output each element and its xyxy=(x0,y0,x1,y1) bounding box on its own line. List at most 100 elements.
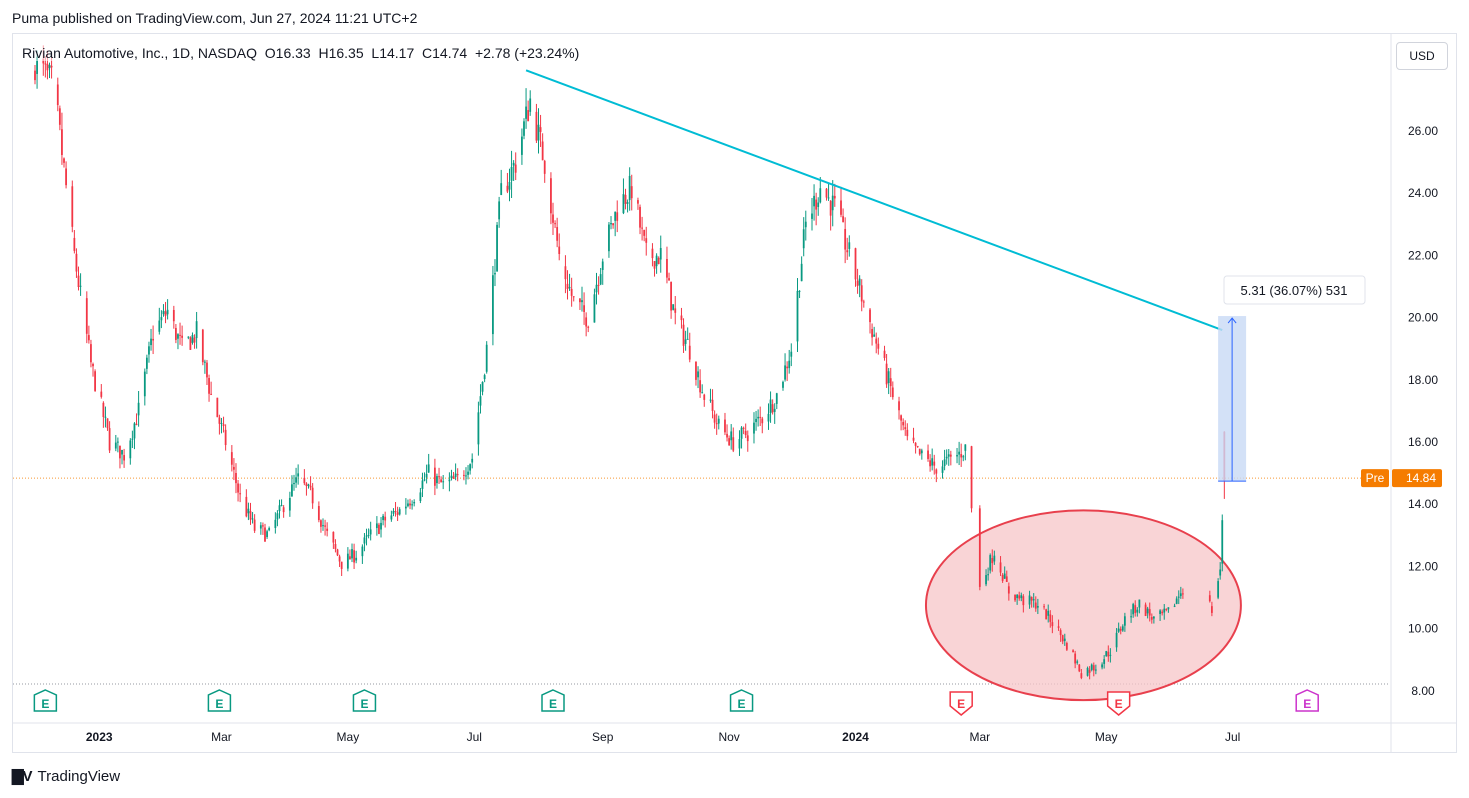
candle-body xyxy=(394,511,397,513)
candle-body xyxy=(172,309,175,322)
candle-body xyxy=(920,450,923,454)
earnings-icon: E xyxy=(957,697,965,711)
candle-body xyxy=(259,525,262,529)
candle-body xyxy=(510,166,513,181)
candle-body xyxy=(166,309,169,315)
earnings-marker[interactable]: E xyxy=(541,689,565,712)
candle-body xyxy=(771,404,774,413)
candle-body xyxy=(657,257,660,265)
candle-body xyxy=(353,550,355,563)
earnings-marker[interactable]: E xyxy=(729,689,754,712)
time-tick-label: Nov xyxy=(718,730,739,744)
candle-body xyxy=(583,305,585,312)
candle-body xyxy=(717,418,720,424)
time-tick-label: 2023 xyxy=(86,730,113,744)
earnings-marker[interactable]: E xyxy=(207,689,232,712)
candle-body xyxy=(469,464,472,471)
candle-body xyxy=(854,248,857,280)
candle-body xyxy=(309,485,312,488)
candle-body xyxy=(898,401,900,411)
legend-close: C14.74 xyxy=(422,45,468,61)
candle-body xyxy=(143,371,146,397)
candle-body xyxy=(759,416,762,418)
candle-body xyxy=(164,311,167,316)
candle-body xyxy=(608,224,610,252)
candle-body xyxy=(334,543,337,550)
candle-body xyxy=(784,365,786,380)
earnings-marker[interactable]: E xyxy=(1295,689,1319,712)
candle-body xyxy=(840,200,842,215)
candle-body xyxy=(177,334,179,339)
candle-body xyxy=(614,211,617,221)
candle-body xyxy=(450,475,453,479)
candle-body xyxy=(492,275,494,335)
candle-body xyxy=(1022,596,1025,606)
candle-body xyxy=(247,508,250,514)
candle-body xyxy=(235,472,237,484)
candle-body xyxy=(943,459,946,467)
candle-body xyxy=(1208,595,1211,602)
candle-body xyxy=(1138,599,1141,608)
candle-body xyxy=(918,448,921,455)
candle-body xyxy=(570,288,573,296)
candle-body xyxy=(349,556,351,560)
candle-body xyxy=(755,418,757,423)
candle-body xyxy=(753,422,755,434)
candle-body xyxy=(1159,610,1161,614)
candle-body xyxy=(145,357,148,369)
candle-body xyxy=(336,549,339,556)
candle-body xyxy=(833,195,836,199)
candle-body xyxy=(1014,594,1016,601)
candle-body xyxy=(224,429,227,446)
candle-body xyxy=(891,387,894,398)
candle-body xyxy=(133,423,136,439)
candle-body xyxy=(404,506,407,509)
candle-body xyxy=(802,229,805,249)
candle-body xyxy=(645,238,648,243)
candle-body xyxy=(1051,622,1054,627)
candle-body xyxy=(276,513,279,520)
pre-badge xyxy=(1361,469,1389,488)
candle-body xyxy=(367,534,370,536)
candle-body xyxy=(862,301,865,303)
candle-body xyxy=(543,160,546,174)
price-axis: 8.00 10.00 12.00 14.00 16.00 18.00 20.00 22.00 2… xyxy=(1361,124,1442,698)
candle-body xyxy=(1074,653,1077,664)
earnings-marker[interactable]: E xyxy=(33,689,58,712)
candle-body xyxy=(1132,604,1135,615)
candle-body xyxy=(1094,669,1097,671)
currency-button[interactable]: USD xyxy=(1396,42,1448,70)
time-axis: 2023 Mar May Jul Sep Nov 2024 Mar May Jul xyxy=(86,730,1240,744)
candle-body xyxy=(181,335,184,338)
candle-body xyxy=(728,438,731,446)
candle-body xyxy=(201,329,204,363)
candle-body xyxy=(264,527,266,542)
earnings-marker[interactable]: E xyxy=(949,691,973,716)
earnings-badge xyxy=(541,689,565,712)
time-tick-label: Mar xyxy=(211,730,232,744)
chart-frame[interactable] xyxy=(12,33,1457,753)
candle-body xyxy=(346,553,349,569)
earnings-marker[interactable]: E xyxy=(352,689,377,712)
candle-body xyxy=(456,474,459,476)
candle-body xyxy=(993,555,996,562)
time-tick-label: May xyxy=(1095,730,1118,744)
candle-body xyxy=(158,320,161,332)
candle-body xyxy=(941,466,944,473)
candle-body xyxy=(1219,569,1222,576)
earnings-marker[interactable]: E xyxy=(1106,691,1131,716)
candle-body xyxy=(75,253,78,272)
candle-body xyxy=(1028,595,1031,605)
candle-body xyxy=(1005,576,1008,582)
candle-body xyxy=(361,546,364,557)
candle-body xyxy=(579,298,581,303)
candle-body xyxy=(757,416,760,419)
candle-body xyxy=(36,56,38,74)
candle-body xyxy=(114,442,117,449)
candle-body xyxy=(92,363,94,367)
candle-body xyxy=(42,58,45,64)
candle-body xyxy=(825,188,828,198)
candle-body xyxy=(104,416,107,418)
tradingview-branding[interactable]: ▇V TradingView xyxy=(12,766,120,786)
